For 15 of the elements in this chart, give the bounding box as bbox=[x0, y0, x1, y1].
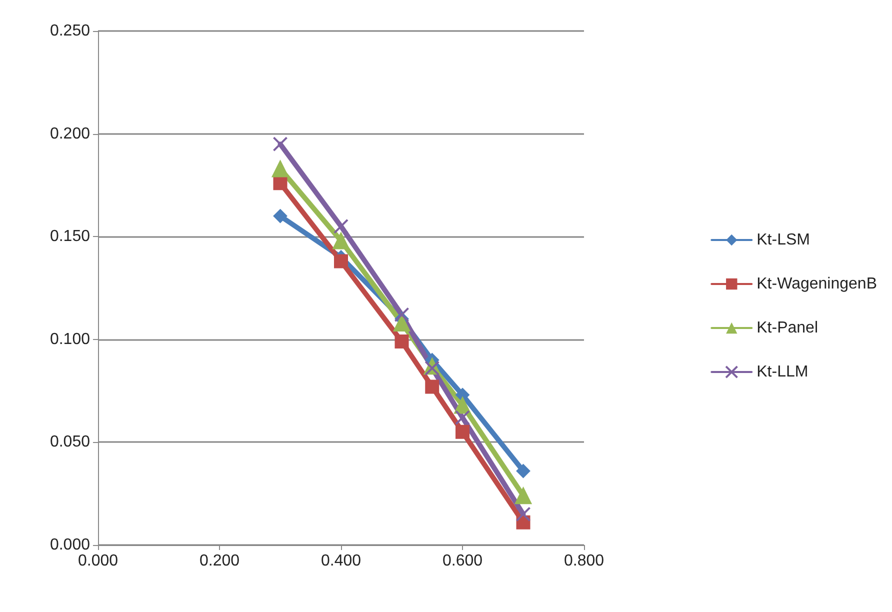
x-tick-label: 0.200 bbox=[199, 552, 240, 570]
legend-label: Kt-Panel bbox=[756, 320, 818, 336]
x-tick-label: 0.800 bbox=[564, 552, 604, 570]
legend-label: Kt-LSM bbox=[756, 232, 810, 248]
y-tick-label: 0.000 bbox=[50, 536, 90, 554]
y-tick-label: 0.050 bbox=[50, 434, 90, 451]
legend-label: Kt-WageningenB bbox=[756, 276, 878, 292]
x-tick-label: 0.400 bbox=[320, 552, 362, 570]
y-tick-label: 0.150 bbox=[50, 228, 90, 246]
y-tick-label: 0.100 bbox=[50, 330, 90, 348]
x-tick-label: 0.600 bbox=[442, 552, 483, 570]
y-tick-label: 0.250 bbox=[50, 22, 90, 40]
x-tick-label: 0.000 bbox=[78, 552, 118, 570]
legend-label: Kt-LLM bbox=[756, 364, 808, 380]
y-tick-label: 0.200 bbox=[50, 125, 90, 142]
